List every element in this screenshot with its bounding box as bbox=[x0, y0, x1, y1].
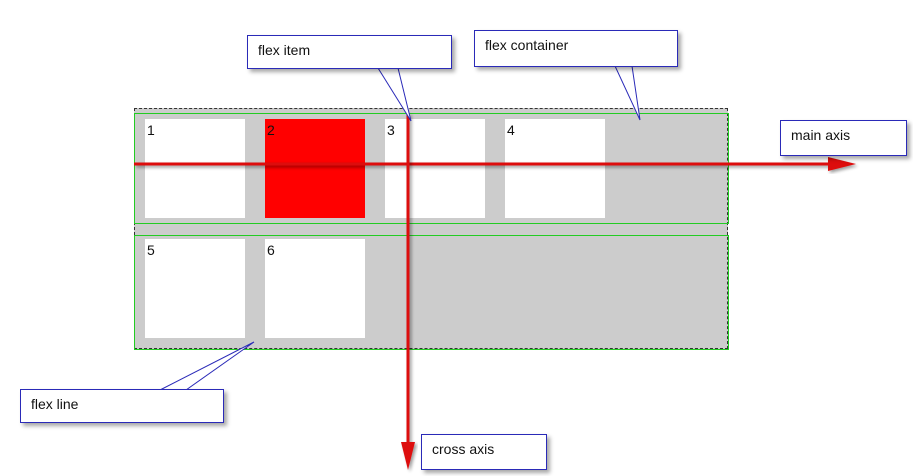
flex-line-1 bbox=[134, 113, 729, 224]
cross-axis-callout: cross axis bbox=[421, 434, 547, 470]
flex-item-1-label: 1 bbox=[147, 122, 155, 138]
cross-axis-callout-text: cross axis bbox=[432, 441, 495, 457]
flex-item-3-label: 3 bbox=[387, 122, 395, 138]
main-axis-callout: main axis bbox=[780, 120, 907, 156]
flex-item-5: 5 bbox=[145, 239, 245, 338]
flex-item-callout-text: flex item bbox=[258, 42, 311, 58]
flex-item-1: 1 bbox=[145, 119, 245, 218]
flex-item-2: 2 bbox=[265, 119, 365, 218]
flex-container-callout-pointer bbox=[614, 65, 641, 121]
flex-container-callout-text: flex container bbox=[485, 37, 569, 53]
flex-item-3: 3 bbox=[385, 119, 485, 218]
flex-container-callout: flex container bbox=[474, 30, 678, 67]
flex-item-4: 4 bbox=[505, 119, 605, 218]
main-axis-callout-text: main axis bbox=[791, 127, 851, 143]
flex-line-callout-text: flex line bbox=[31, 396, 79, 412]
flex-item-6: 6 bbox=[265, 239, 365, 338]
flex-item-6-label: 6 bbox=[267, 242, 275, 258]
flex-item-callout-pointer bbox=[377, 67, 412, 122]
main-axis-arrow bbox=[134, 157, 856, 171]
flex-item-callout: flex item bbox=[247, 35, 452, 69]
cross-axis-arrow bbox=[401, 113, 415, 470]
flex-line-2 bbox=[134, 235, 729, 350]
flex-line-callout: flex line bbox=[20, 389, 224, 423]
flex-item-2-label: 2 bbox=[267, 122, 275, 138]
flex-line-callout-pointer bbox=[159, 341, 255, 391]
flex-item-4-label: 4 bbox=[507, 122, 515, 138]
flex-item-5-label: 5 bbox=[147, 242, 155, 258]
